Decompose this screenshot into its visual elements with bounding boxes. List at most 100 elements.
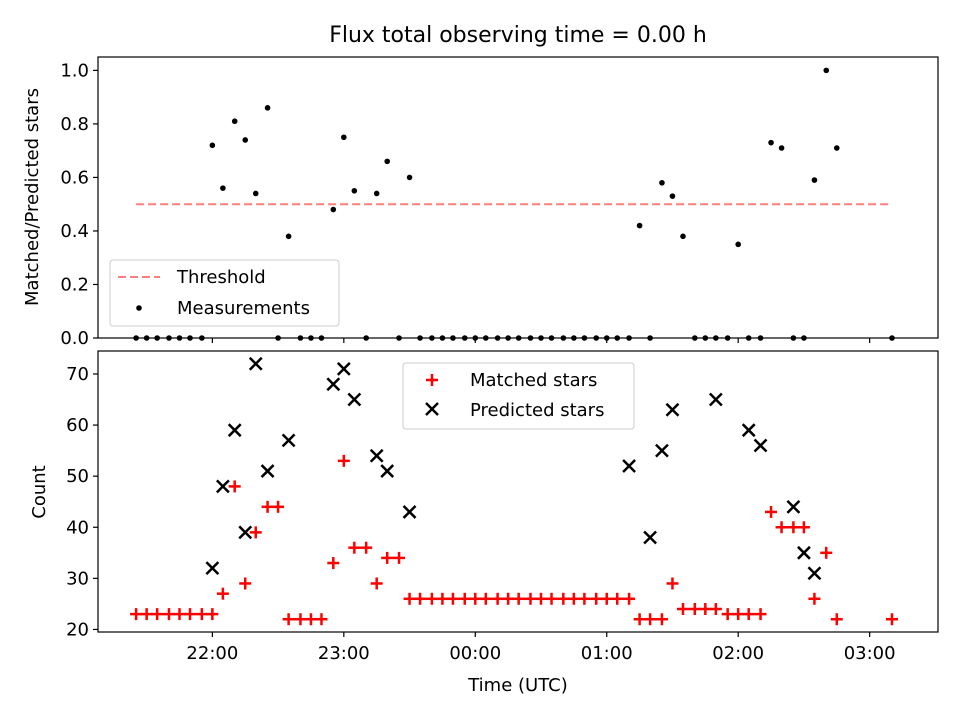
measurement-point [231, 118, 238, 125]
bottom-y-tick-label: 40 [66, 517, 89, 538]
bottom-y-axis-label: Count [29, 465, 50, 518]
matched-star-point [414, 592, 427, 605]
bottom-x-tick-label: 03:00 [844, 643, 896, 664]
matched-star-point [512, 592, 525, 605]
matched-star-point [535, 592, 548, 605]
matched-star-point [360, 541, 373, 554]
predicted-star-point [248, 356, 263, 371]
matched-star-point [381, 551, 394, 564]
legend-matched-label: Matched stars [470, 370, 597, 391]
measurement-point [669, 193, 676, 199]
measurement-point [636, 222, 643, 229]
matched-star-point [216, 587, 229, 600]
matched-star-point [830, 613, 843, 626]
measurement-point [330, 206, 337, 213]
measurement-point [833, 145, 840, 151]
top-y-tick-label: 0.2 [60, 274, 89, 295]
matched-star-point [403, 592, 416, 605]
predicted-star-point [238, 525, 253, 540]
top-legend-box [109, 259, 340, 327]
top-title: Flux total observing time = 0.00 h [329, 23, 707, 48]
matched-star-point [249, 526, 262, 539]
top-panel: Flux total observing time = 0.00 h 0.00.… [22, 23, 939, 349]
measurement-point [264, 105, 271, 111]
bottom-axes-frame [97, 350, 939, 633]
top-y-tick-label: 0.8 [60, 114, 89, 135]
matched-star-point [337, 454, 350, 467]
matched-star-point [261, 500, 274, 513]
matched-star-point [370, 577, 383, 590]
measurement-point [778, 145, 785, 151]
predicted-star-point [708, 392, 723, 407]
matched-star-point [765, 505, 778, 518]
matched-star-point [436, 592, 449, 605]
bottom-x-tick-label: 01:00 [581, 643, 633, 664]
measurement-point [735, 241, 741, 248]
matched-star-point [775, 521, 788, 534]
matched-star-point [623, 592, 636, 605]
matched-star-point [787, 521, 800, 534]
bottom-legend-box [402, 362, 635, 430]
matched-star-point [228, 480, 241, 493]
matched-star-point [184, 608, 197, 621]
matched-star-point [140, 608, 153, 621]
matched-star-point [742, 608, 755, 621]
matched-star-point [590, 592, 603, 605]
measurement-point [811, 177, 818, 183]
matched-star-point [173, 608, 186, 621]
measurement-point [252, 190, 259, 197]
predicted-star-point [786, 499, 801, 514]
matched-star-point [393, 551, 406, 564]
matched-star-point [655, 613, 668, 626]
predicted-star-point [347, 392, 362, 407]
bottom-y-tick-label: 20 [66, 619, 89, 640]
measurement-point [351, 188, 358, 194]
bottom-legend: Matched stars Predicted stars [402, 362, 635, 430]
matched-star-point [676, 603, 689, 616]
matched-star-point [425, 592, 438, 605]
bottom-y-tick-label: 60 [66, 415, 89, 436]
legend-matched-swatch [426, 374, 438, 386]
matched-star-point [479, 592, 492, 605]
bottom-x-tick-label: 22:00 [186, 643, 238, 664]
matched-star-point [611, 592, 624, 605]
measurement-point [209, 142, 216, 149]
top-y-ticks: 0.0 0.2 0.4 0.6 0.8 1.0 [60, 60, 98, 349]
top-y-tick-label: 0.4 [60, 221, 89, 242]
bottom-y-ticks: 20 30 40 50 60 70 [66, 364, 98, 640]
bottom-x-tick-label: 23:00 [318, 643, 370, 664]
measurement-point [220, 185, 226, 191]
predicted-star-point [281, 433, 296, 448]
measurement-point [659, 179, 665, 186]
predicted-star-point [205, 561, 220, 576]
measurement-point [823, 67, 830, 74]
legend-measurements-label: Measurements [177, 298, 310, 319]
bottom-x-axis-label: Time (UTC) [467, 675, 568, 696]
matched-star-point [458, 592, 471, 605]
matched-star-point [502, 592, 515, 605]
matched-star-point [600, 592, 613, 605]
matched-star-point [797, 521, 810, 534]
matched-star-point [754, 608, 767, 621]
matched-star-point [820, 546, 833, 559]
measurement-point [680, 233, 686, 240]
matched-star-point [162, 608, 175, 621]
matched-star-point [567, 592, 580, 605]
predicted-star-point [643, 530, 657, 545]
predicted-star-point [227, 423, 242, 438]
matched-star-point [545, 592, 558, 605]
measurement-point [384, 158, 391, 165]
predicted-star-point [753, 438, 768, 453]
matched-star-point [808, 592, 821, 605]
matched-star-point [666, 577, 679, 590]
legend-predicted-label: Predicted stars [470, 400, 604, 421]
bottom-x-ticks: 22:00 23:00 00:00 01:00 02:00 03:00 [186, 632, 896, 664]
bottom-y-tick-label: 30 [66, 568, 89, 589]
matched-star-point [327, 557, 340, 570]
predicted-star-point [807, 566, 822, 581]
predicted-star-point [326, 377, 341, 392]
matched-star-point [721, 608, 734, 621]
measurement-point [285, 233, 292, 240]
predicted-star-point [797, 545, 811, 560]
